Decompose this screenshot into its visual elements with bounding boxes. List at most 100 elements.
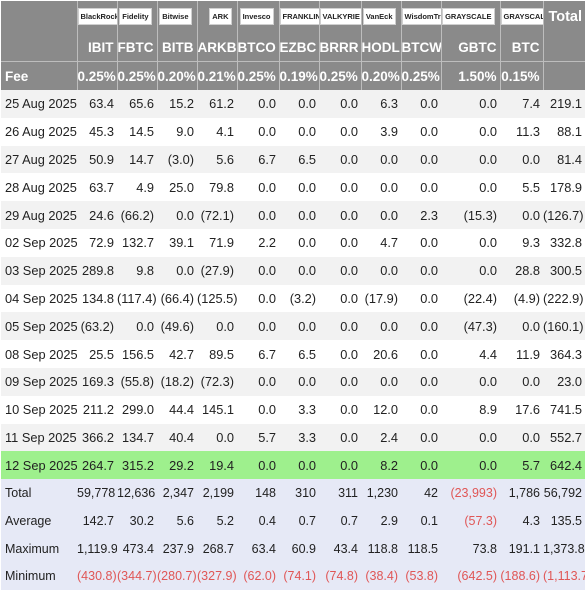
total-cell: 178.9 [543, 173, 585, 202]
flow-cell: 12.0 [361, 395, 401, 424]
flow-cell: 0.7 [279, 506, 319, 535]
table-row: 08 Sep 2025 25.5 156.5 42.7 89.5 6.7 6.5 0.0 20.… [1, 340, 585, 368]
total-cell: 552.7 [543, 423, 585, 452]
flow-cell: (17.9) [361, 284, 401, 313]
flow-cell: 132.7 [117, 228, 157, 257]
flow-cell: 1,230 [361, 479, 401, 507]
flow-cell: 142.7 [77, 506, 117, 535]
flow-cell: 0.0 [401, 145, 441, 174]
date-cell: 02 Sep 2025 [1, 228, 77, 257]
flow-cell: 11.3 [500, 117, 543, 146]
flow-cell: (74.8) [319, 562, 361, 591]
flow-cell: 42.7 [157, 340, 197, 368]
summary-label: Minimum [1, 562, 77, 591]
flow-cell: 156.5 [117, 340, 157, 368]
fee-value: 0.25% [401, 61, 442, 90]
flow-cell: 473.4 [117, 534, 157, 563]
flow-cell: 191.1 [500, 534, 543, 563]
flow-cell: 310 [279, 479, 319, 507]
flow-cell: 134.8 [77, 284, 117, 313]
flow-cell: 0.0 [401, 228, 441, 257]
flow-cell: 63.4 [237, 534, 279, 563]
ticker-header: EZBC [279, 33, 320, 62]
date-cell: 08 Sep 2025 [1, 340, 77, 368]
valkyrie-logo: VALKYRIE [319, 8, 360, 26]
logo-cell: FRANKLIN [279, 1, 320, 33]
flow-cell: 0.0 [237, 284, 279, 313]
flow-cell: 2.4 [361, 423, 401, 452]
flow-cell: 7.4 [500, 90, 543, 118]
ticker-header: GBTC [441, 33, 501, 62]
summary-row: Maximum 1,119.9 473.4 237.9 268.7 63.4 60.9 43.… [1, 534, 585, 563]
summary-section: Total 59,778 12,636 2,347 2,199 148 310 311 1,23… [1, 479, 585, 591]
flow-cell: 14.7 [117, 145, 157, 174]
flow-cell: 42 [401, 479, 441, 507]
summary-label: Total [1, 479, 77, 507]
flow-cell: 0.0 [279, 256, 319, 285]
flow-cell: 145.1 [197, 395, 237, 424]
fee-value: 0.20% [361, 61, 402, 90]
total-cell: 1,373.8 [543, 534, 585, 563]
flow-cell: 0.0 [401, 173, 441, 202]
date-cell: 09 Sep 2025 [1, 367, 77, 396]
flow-cell: 0.0 [441, 145, 500, 174]
flow-cell: 118.8 [361, 534, 401, 563]
total-cell: (160.1) [543, 312, 585, 341]
logo-cell: VanEck [361, 1, 402, 33]
date-cell: 10 Sep 2025 [1, 395, 77, 424]
flow-cell: 6.7 [237, 145, 279, 174]
flow-cell: 4.1 [197, 117, 237, 146]
flow-cell: 134.7 [117, 423, 157, 452]
flow-cell: 0.0 [361, 256, 401, 285]
flow-cell: 5.2 [197, 506, 237, 535]
flow-cell: 0.0 [361, 145, 401, 174]
grayscale-mini-logo: GRAYSCALE [500, 8, 542, 26]
flow-cell: (117.4) [117, 284, 157, 313]
flow-cell: 0.0 [237, 367, 279, 396]
flow-cell: 40.4 [157, 423, 197, 452]
invesco-logo: Invesco [239, 8, 274, 26]
flow-cell: 5.7 [237, 423, 279, 452]
flow-cell: 289.8 [77, 256, 117, 285]
ark-logo: ARK [209, 8, 232, 26]
total-cell: (1,113.7) [543, 562, 585, 591]
flow-cell: (53.8) [401, 562, 441, 591]
logo-cell: Bitwise [157, 1, 198, 33]
flow-cell: 0.0 [500, 201, 543, 229]
flow-cell: (642.5) [441, 562, 500, 591]
flow-cell: 25.5 [77, 340, 117, 368]
ticker-header: ARKB [197, 33, 238, 62]
flow-cell: 0.0 [441, 451, 500, 480]
flow-cell: 0.0 [237, 395, 279, 424]
flow-cell: 11.9 [500, 340, 543, 368]
flow-cell: 73.8 [441, 534, 500, 563]
flow-cell: 9.0 [157, 117, 197, 146]
flow-cell: 0.0 [319, 256, 361, 285]
date-cell: 28 Aug 2025 [1, 173, 77, 202]
grayscale-logo: GRAYSCALE [442, 8, 495, 26]
flow-cell: 0.0 [279, 367, 319, 396]
total-cell: 81.4 [543, 145, 585, 174]
logo-cell: GRAYSCALE [500, 1, 544, 33]
flow-cell: 148 [237, 479, 279, 507]
flow-cell: 0.0 [237, 201, 279, 229]
flow-cell: 0.0 [197, 423, 237, 452]
table-row: 12 Sep 2025 264.7 315.2 29.2 19.4 0.0 0.0 0.0 8.… [1, 451, 585, 480]
fee-value: 0.15% [500, 61, 544, 90]
table-row: 03 Sep 2025 289.8 9.8 0.0 (27.9) 0.0 0.0 0.0 0.0… [1, 256, 585, 285]
flow-cell: (38.4) [361, 562, 401, 591]
flow-cell: (49.6) [157, 312, 197, 341]
flow-cell: 4.9 [117, 173, 157, 202]
flow-cell: 6.3 [361, 90, 401, 118]
flow-cell: 0.0 [319, 367, 361, 396]
flow-cell: 211.2 [77, 395, 117, 424]
flow-cell: 3.9 [361, 117, 401, 146]
date-cell: 29 Aug 2025 [1, 201, 77, 229]
total-cell: 23.0 [543, 367, 585, 396]
table-row: 02 Sep 2025 72.9 132.7 39.1 71.9 2.2 0.0 0.0 4.7… [1, 228, 585, 257]
franklin-logo: FRANKLIN [279, 8, 318, 26]
flow-cell: 0.0 [361, 367, 401, 396]
flow-cell: 0.0 [319, 451, 361, 480]
flow-cell: 0.0 [237, 90, 279, 118]
flow-cell: 65.6 [117, 90, 157, 118]
